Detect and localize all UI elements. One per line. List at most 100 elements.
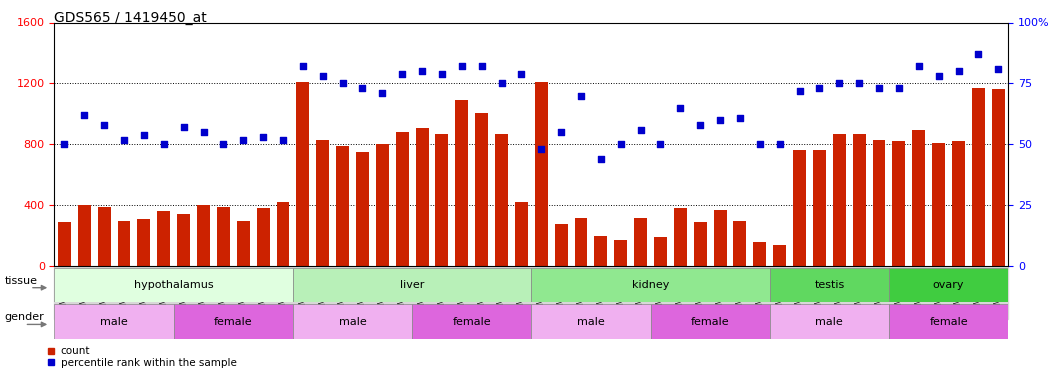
- Bar: [174, 304, 292, 339]
- Point: [56, 141, 72, 147]
- Bar: [932, 143, 945, 266]
- Point: [532, 146, 549, 152]
- Point: [990, 66, 1007, 72]
- Point: [951, 68, 967, 74]
- Bar: [58, 222, 71, 266]
- Bar: [412, 304, 531, 339]
- Point: [275, 136, 291, 142]
- Point: [414, 68, 431, 74]
- Text: liver: liver: [400, 280, 424, 290]
- Point: [115, 136, 132, 142]
- Bar: [734, 220, 746, 266]
- Point: [811, 86, 828, 92]
- Bar: [54, 268, 292, 302]
- Bar: [853, 134, 866, 266]
- Bar: [534, 82, 548, 266]
- Bar: [554, 224, 568, 266]
- Bar: [78, 206, 91, 266]
- Point: [751, 141, 768, 147]
- Bar: [277, 202, 289, 266]
- Point: [494, 81, 510, 87]
- Text: male: male: [577, 316, 605, 327]
- Point: [135, 132, 152, 138]
- Point: [791, 88, 808, 94]
- Bar: [257, 209, 269, 266]
- Bar: [292, 268, 531, 302]
- Bar: [97, 207, 111, 266]
- Bar: [396, 132, 409, 266]
- Text: gender: gender: [4, 312, 44, 322]
- Point: [255, 134, 271, 140]
- Point: [175, 124, 192, 130]
- Point: [572, 93, 589, 99]
- Bar: [634, 217, 647, 266]
- Bar: [217, 207, 230, 266]
- Bar: [651, 304, 769, 339]
- Bar: [833, 134, 846, 266]
- Bar: [356, 152, 369, 266]
- Bar: [773, 245, 786, 266]
- Bar: [436, 134, 449, 266]
- Text: hypothalamus: hypothalamus: [134, 280, 214, 290]
- Point: [514, 70, 530, 77]
- Point: [334, 81, 351, 87]
- Bar: [157, 211, 170, 266]
- Point: [195, 129, 212, 135]
- Bar: [769, 304, 889, 339]
- Point: [95, 122, 112, 128]
- Point: [771, 141, 788, 147]
- Bar: [531, 304, 651, 339]
- Text: female: female: [691, 316, 729, 327]
- Bar: [714, 210, 726, 266]
- Bar: [316, 140, 329, 266]
- Point: [891, 86, 908, 92]
- Bar: [893, 141, 905, 266]
- Bar: [889, 304, 1008, 339]
- Bar: [769, 268, 889, 302]
- Bar: [971, 88, 985, 266]
- Point: [474, 63, 490, 69]
- Point: [215, 141, 232, 147]
- Bar: [594, 236, 608, 266]
- Point: [75, 112, 92, 118]
- Bar: [416, 128, 429, 266]
- Point: [931, 73, 947, 79]
- Bar: [674, 209, 686, 266]
- Point: [732, 115, 748, 121]
- Text: testis: testis: [814, 280, 845, 290]
- Point: [612, 141, 629, 147]
- Point: [552, 129, 569, 135]
- Bar: [495, 134, 508, 266]
- Point: [454, 63, 471, 69]
- Text: female: female: [930, 316, 968, 327]
- Text: tissue: tissue: [4, 276, 38, 286]
- Point: [712, 117, 728, 123]
- Point: [394, 70, 411, 77]
- Point: [692, 122, 708, 128]
- Bar: [754, 242, 766, 266]
- Bar: [574, 217, 588, 266]
- Point: [374, 90, 391, 96]
- Point: [314, 73, 331, 79]
- Bar: [197, 206, 210, 266]
- Bar: [237, 220, 249, 266]
- Text: female: female: [214, 316, 253, 327]
- Bar: [614, 240, 627, 266]
- Bar: [475, 113, 488, 266]
- Text: male: male: [339, 316, 367, 327]
- Point: [871, 86, 888, 92]
- Bar: [873, 140, 886, 266]
- Bar: [991, 89, 1005, 266]
- Point: [672, 105, 689, 111]
- Bar: [793, 150, 806, 266]
- Point: [851, 81, 868, 87]
- Point: [652, 141, 669, 147]
- Text: male: male: [815, 316, 844, 327]
- Bar: [292, 304, 412, 339]
- Text: ovary: ovary: [933, 280, 964, 290]
- Text: kidney: kidney: [632, 280, 670, 290]
- Legend: count, percentile rank within the sample: count, percentile rank within the sample: [47, 346, 237, 368]
- Bar: [813, 150, 826, 266]
- Text: female: female: [453, 316, 492, 327]
- Point: [434, 70, 451, 77]
